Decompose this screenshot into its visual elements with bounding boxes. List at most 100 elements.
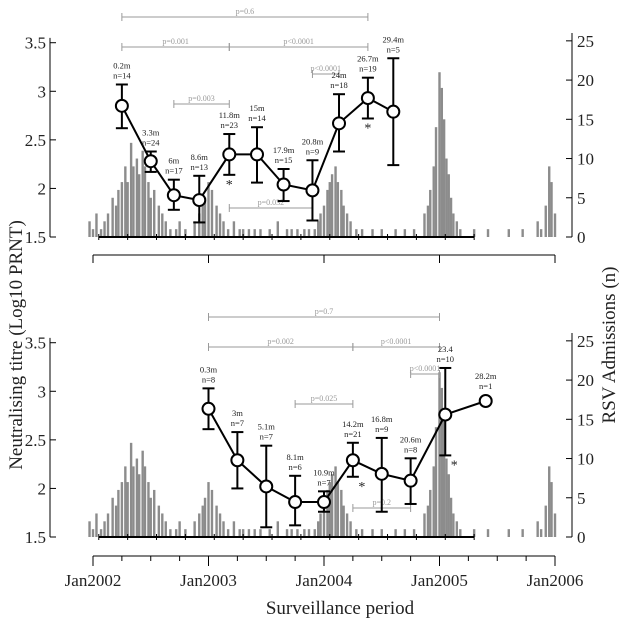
admissions-bar <box>455 521 459 537</box>
titre-point <box>166 188 181 203</box>
admissions-bar <box>290 229 293 237</box>
y-right-tick-label: 10 <box>577 150 594 169</box>
titre-point <box>403 473 418 488</box>
point-n-label: n=13 <box>190 162 208 172</box>
admissions-bar <box>328 182 331 237</box>
admissions-bar <box>548 466 551 537</box>
point-age-label: 17.9m <box>273 145 295 155</box>
admissions-bar <box>322 505 326 537</box>
p-value-label: p=0.032 <box>258 198 285 207</box>
admissions-bar <box>319 513 322 537</box>
admissions-bar <box>120 182 124 237</box>
admissions-bar <box>442 119 446 237</box>
admissions-bar <box>207 482 210 537</box>
admissions-bar <box>342 505 345 537</box>
admissions-bar <box>247 529 251 537</box>
admissions-bar <box>330 174 334 237</box>
significance-asterisk: * <box>451 458 458 473</box>
admissions-bar <box>147 482 150 537</box>
admissions-bar <box>355 229 358 237</box>
admissions-bar <box>313 229 316 237</box>
p-value-label: p=0.6 <box>236 7 255 16</box>
y-right-tick-label: 20 <box>577 71 594 90</box>
admissions-bar <box>253 229 256 237</box>
x-tick-label: Jan2004 <box>296 571 353 590</box>
admissions-bar <box>95 213 98 237</box>
p-value-label: p=0.025 <box>311 394 338 403</box>
y-right-tick-label: 5 <box>577 189 586 208</box>
admissions-bar <box>88 221 91 237</box>
admissions-bar <box>103 521 106 537</box>
admissions-bar <box>328 482 331 537</box>
admissions-bar <box>303 229 306 237</box>
admissions-bar <box>307 529 311 537</box>
point-n-label: n=24 <box>142 138 160 148</box>
admissions-bar <box>124 466 127 537</box>
admissions-bar <box>296 529 299 537</box>
admissions-bar <box>434 127 438 237</box>
admissions-bar <box>336 482 340 537</box>
p-value-label: p=0.002 <box>267 337 294 346</box>
admissions-bar <box>120 482 124 537</box>
titre-point <box>222 147 237 162</box>
admissions-bar <box>241 529 245 537</box>
y-left-axis-title: Neutralising titre (Log10 PRNT) <box>6 220 27 470</box>
admissions-bar <box>440 387 444 537</box>
admissions-bar <box>161 513 164 537</box>
admissions-bar <box>539 529 543 537</box>
admissions-bar <box>203 497 207 537</box>
admissions-bar <box>169 229 172 237</box>
admissions-bar <box>486 529 490 537</box>
admissions-bar <box>238 229 241 237</box>
admissions-bar <box>432 166 435 237</box>
admissions-bar <box>201 205 204 237</box>
admissions-bar <box>449 497 453 537</box>
x-tick-label: Jan2006 <box>527 571 584 590</box>
admissions-bar <box>394 529 397 537</box>
admissions-bar <box>95 513 98 537</box>
admissions-bar <box>259 529 262 537</box>
admissions-bar <box>334 466 337 537</box>
admissions-bar <box>412 529 416 537</box>
admissions-bar <box>103 221 106 237</box>
admissions-bar <box>253 529 256 537</box>
admissions-bar <box>403 529 407 537</box>
x-tick-label: Jan2003 <box>180 571 237 590</box>
admissions-bar <box>426 505 430 537</box>
point-age-label: 20.8m <box>302 136 324 146</box>
point-n-label: n=9 <box>306 146 319 156</box>
admissions-bar <box>138 174 141 237</box>
y-right-tick-label: 25 <box>577 332 594 351</box>
admissions-bar <box>124 166 127 237</box>
admissions-bar <box>207 182 210 237</box>
admissions-bar <box>161 213 164 237</box>
admissions-bar <box>326 489 329 537</box>
admissions-bar <box>164 221 167 237</box>
point-age-label: 3.3m <box>142 128 160 138</box>
admissions-bar <box>380 529 383 537</box>
admissions-bar <box>178 221 181 237</box>
y-right-tick-label: 25 <box>577 32 594 51</box>
admissions-bar <box>193 221 196 237</box>
admissions-bar <box>371 529 374 537</box>
admissions-bar <box>432 466 435 537</box>
admissions-bar <box>143 166 147 237</box>
point-n-label: n=19 <box>359 64 377 74</box>
point-age-label: 14.2m <box>342 419 364 429</box>
admissions-bar <box>317 521 320 537</box>
p-value-label: p<0.0001 <box>310 64 341 73</box>
admissions-bar <box>114 205 118 237</box>
admissions-bar <box>342 205 345 237</box>
y-right-tick-label: 0 <box>577 528 586 547</box>
titre-point <box>386 104 401 119</box>
admissions-bar <box>307 229 311 237</box>
y-left-tick-label: 3 <box>38 382 47 401</box>
point-n-label: n=18 <box>330 80 348 90</box>
admissions-bar <box>355 529 358 537</box>
admissions-bar <box>330 474 334 537</box>
admissions-bar <box>114 505 118 537</box>
admissions-bar <box>313 529 316 537</box>
admissions-bar <box>178 521 181 537</box>
admissions-bar <box>111 197 114 237</box>
